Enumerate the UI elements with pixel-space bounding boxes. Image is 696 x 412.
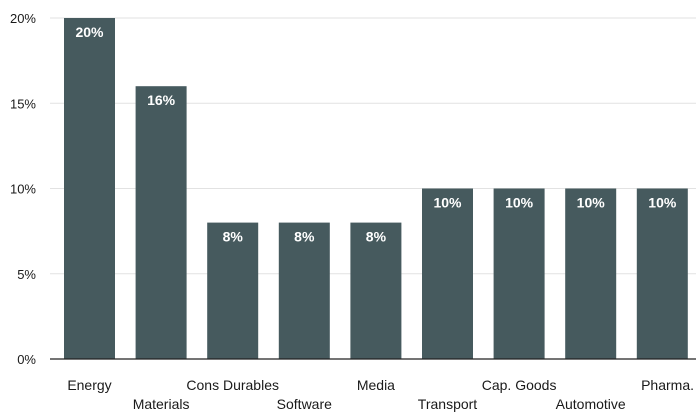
bar — [135, 86, 187, 359]
x-category-label: Energy — [67, 377, 111, 393]
bar — [350, 222, 402, 359]
x-category-label: Automotive — [556, 396, 626, 412]
bar — [493, 188, 545, 359]
x-category-label: Pharma. — [641, 377, 694, 393]
y-tick-label: 10% — [10, 182, 36, 197]
x-category-label: Cap. Goods — [482, 377, 557, 393]
bar-data-label: 8% — [366, 229, 387, 245]
bars — [64, 18, 688, 359]
bar — [422, 188, 473, 359]
bar-data-label: 8% — [294, 229, 315, 245]
bar — [207, 222, 259, 359]
bar-data-label: 10% — [648, 195, 677, 211]
x-category-label: Media — [357, 377, 395, 393]
bar-data-label: 16% — [147, 92, 176, 108]
y-axis-ticks: 0% 5% 10% 15% 20% — [10, 11, 36, 367]
bar-data-label: 10% — [505, 195, 534, 211]
x-axis-categories: Energy Materials Cons Durables Software Medi… — [67, 377, 694, 412]
y-tick-label: 20% — [10, 11, 36, 26]
y-tick-label: 0% — [17, 352, 36, 367]
x-category-label: Cons Durables — [186, 377, 279, 393]
bar-data-label: 10% — [577, 195, 606, 211]
x-category-label: Software — [277, 396, 332, 412]
x-category-label: Transport — [418, 396, 478, 412]
bar-data-labels: 20% 16% 8% 8% 8% 10% 10% 10% 10% — [75, 24, 676, 245]
bar — [64, 18, 115, 359]
y-tick-label: 5% — [17, 267, 36, 282]
bar-data-label: 20% — [75, 24, 104, 40]
x-category-label: Materials — [133, 396, 190, 412]
bar-data-label: 10% — [433, 195, 462, 211]
bar-data-label: 8% — [223, 229, 244, 245]
bar — [278, 222, 330, 359]
bar — [636, 188, 688, 359]
y-tick-label: 15% — [10, 96, 36, 111]
bar — [565, 188, 617, 359]
